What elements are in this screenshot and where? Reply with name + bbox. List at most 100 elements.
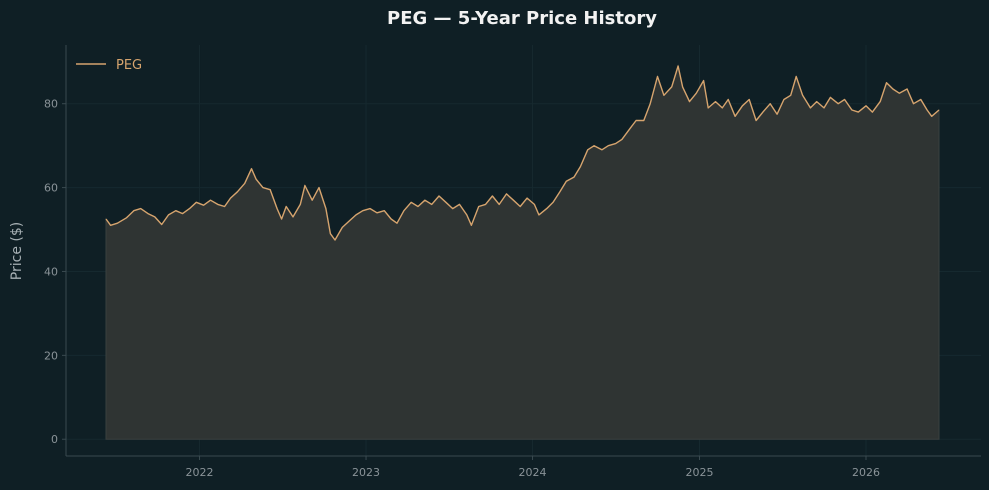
- x-tick-label: 2022: [186, 466, 214, 479]
- data-point: [534, 204, 535, 205]
- data-point: [217, 204, 218, 205]
- data-point: [196, 202, 197, 203]
- data-point: [913, 103, 914, 104]
- data-point: [770, 103, 771, 104]
- data-point: [312, 200, 313, 201]
- data-point: [527, 198, 528, 199]
- x-tick-label: 2024: [519, 466, 547, 479]
- data-point: [224, 206, 225, 207]
- data-point: [621, 139, 622, 140]
- data-point: [256, 179, 257, 180]
- data-point: [580, 166, 581, 167]
- data-point: [538, 214, 539, 215]
- data-point: [689, 101, 690, 102]
- data-point: [830, 97, 831, 98]
- data-point: [485, 204, 486, 205]
- data-point: [816, 101, 817, 102]
- data-point: [858, 112, 859, 113]
- data-point: [559, 191, 560, 192]
- data-point: [629, 128, 630, 129]
- data-point: [459, 204, 460, 205]
- data-point: [342, 227, 343, 228]
- data-point: [147, 213, 148, 214]
- data-point: [742, 105, 743, 106]
- data-point: [370, 208, 371, 209]
- data-point: [880, 101, 881, 102]
- data-point: [573, 177, 574, 178]
- data-point: [300, 204, 301, 205]
- data-point: [325, 208, 326, 209]
- data-point: [520, 206, 521, 207]
- data-point: [349, 221, 350, 222]
- data-point: [403, 210, 404, 211]
- data-point: [708, 107, 709, 108]
- data-point: [270, 189, 271, 190]
- data-point: [126, 217, 127, 218]
- data-point: [466, 214, 467, 215]
- data-point: [566, 181, 567, 182]
- data-point: [696, 93, 697, 94]
- data-point: [907, 88, 908, 89]
- data-point: [154, 216, 155, 217]
- data-point: [251, 168, 252, 169]
- data-point: [417, 206, 418, 207]
- data-point: [330, 233, 331, 234]
- data-point: [872, 112, 873, 113]
- data-point: [728, 99, 729, 100]
- data-point: [671, 86, 672, 87]
- data-point: [182, 213, 183, 214]
- data-point: [411, 202, 412, 203]
- data-point: [650, 103, 651, 104]
- data-point: [735, 116, 736, 117]
- data-point: [499, 204, 500, 205]
- data-point: [920, 99, 921, 100]
- data-point: [424, 200, 425, 201]
- data-point: [927, 109, 928, 110]
- data-point: [396, 223, 397, 224]
- y-tick-label: 20: [44, 349, 58, 362]
- data-point: [452, 208, 453, 209]
- y-tick-label: 60: [44, 182, 58, 195]
- data-point: [749, 99, 750, 100]
- data-point: [230, 198, 231, 199]
- data-point: [513, 200, 514, 201]
- data-point: [133, 210, 134, 211]
- data-point: [105, 218, 106, 219]
- data-point: [657, 76, 658, 77]
- data-point: [678, 65, 679, 66]
- data-point: [783, 99, 784, 100]
- data-point: [244, 183, 245, 184]
- data-point: [601, 149, 602, 150]
- data-point: [892, 88, 893, 89]
- data-point: [438, 195, 439, 196]
- data-point: [865, 105, 866, 106]
- data-point: [938, 109, 939, 110]
- data-point: [899, 93, 900, 94]
- data-point: [810, 107, 811, 108]
- data-point: [790, 95, 791, 96]
- data-point: [777, 114, 778, 115]
- data-point: [281, 218, 282, 219]
- data-point: [110, 225, 111, 226]
- x-tick-label: 2023: [352, 466, 380, 479]
- data-point: [391, 218, 392, 219]
- data-point: [492, 195, 493, 196]
- data-point: [796, 76, 797, 77]
- data-point: [161, 224, 162, 225]
- data-point: [823, 107, 824, 108]
- data-point: [175, 210, 176, 211]
- data-point: [304, 185, 305, 186]
- x-tick-label: 2026: [852, 466, 880, 479]
- data-point: [210, 200, 211, 201]
- data-point: [431, 204, 432, 205]
- y-tick-label: 40: [44, 265, 58, 278]
- data-point: [362, 210, 363, 211]
- data-point: [594, 145, 595, 146]
- data-point: [445, 202, 446, 203]
- legend[interactable]: PEG: [76, 58, 142, 73]
- data-point: [262, 187, 263, 188]
- data-point: [838, 103, 839, 104]
- data-point: [931, 116, 932, 117]
